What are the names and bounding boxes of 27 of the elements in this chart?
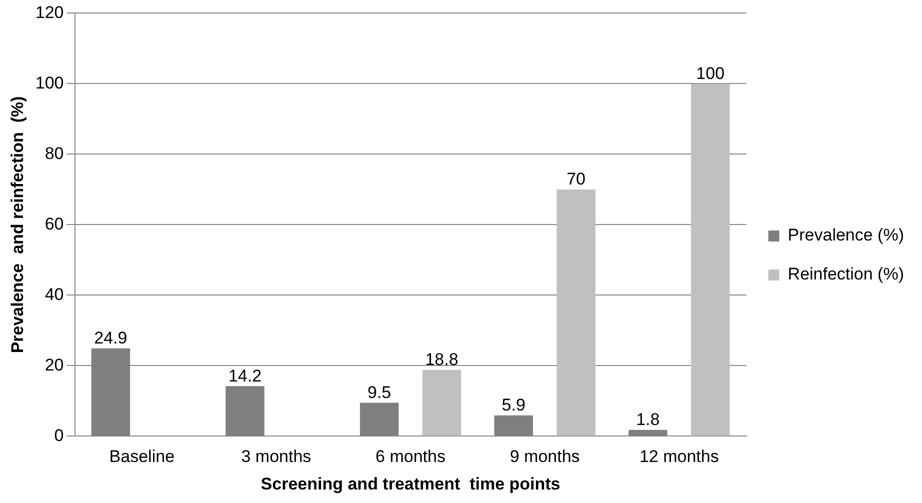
y-tick-label: 0	[54, 426, 64, 445]
data-label: 18.8	[425, 350, 458, 370]
y-tick-label: 60	[44, 214, 64, 234]
y-tick-label: 120	[35, 2, 64, 22]
x-tick-label: 9 months	[510, 447, 580, 466]
bar	[422, 370, 462, 436]
y-tick-label: 40	[44, 284, 64, 304]
y-tick-label: 80	[44, 144, 64, 163]
x-tick-label: 6 months	[376, 447, 446, 466]
x-tick-label: 12 months	[639, 447, 719, 466]
data-label: 100	[696, 64, 725, 83]
bar	[556, 189, 596, 436]
legend-label: Prevalence (%)	[788, 226, 904, 245]
bar	[691, 84, 730, 436]
x-axis-title: Screening and treatment time points	[260, 474, 560, 494]
data-label: 70	[566, 170, 586, 189]
x-tick-label: Baseline	[109, 447, 175, 466]
data-label: 24.9	[94, 328, 128, 348]
y-tick-label: 20	[44, 355, 64, 374]
data-label: 5.9	[502, 396, 526, 415]
y-tick-label: 100	[35, 73, 64, 92]
legend-label: Reinfection (%)	[788, 264, 904, 284]
data-label: 9.5	[367, 382, 392, 402]
y-axis-title: Prevalence and reinfection (%)	[8, 96, 27, 354]
data-label: 14.2	[228, 366, 262, 386]
data-label: 1.8	[636, 410, 660, 430]
x-tick-label: 3 months	[241, 447, 312, 466]
